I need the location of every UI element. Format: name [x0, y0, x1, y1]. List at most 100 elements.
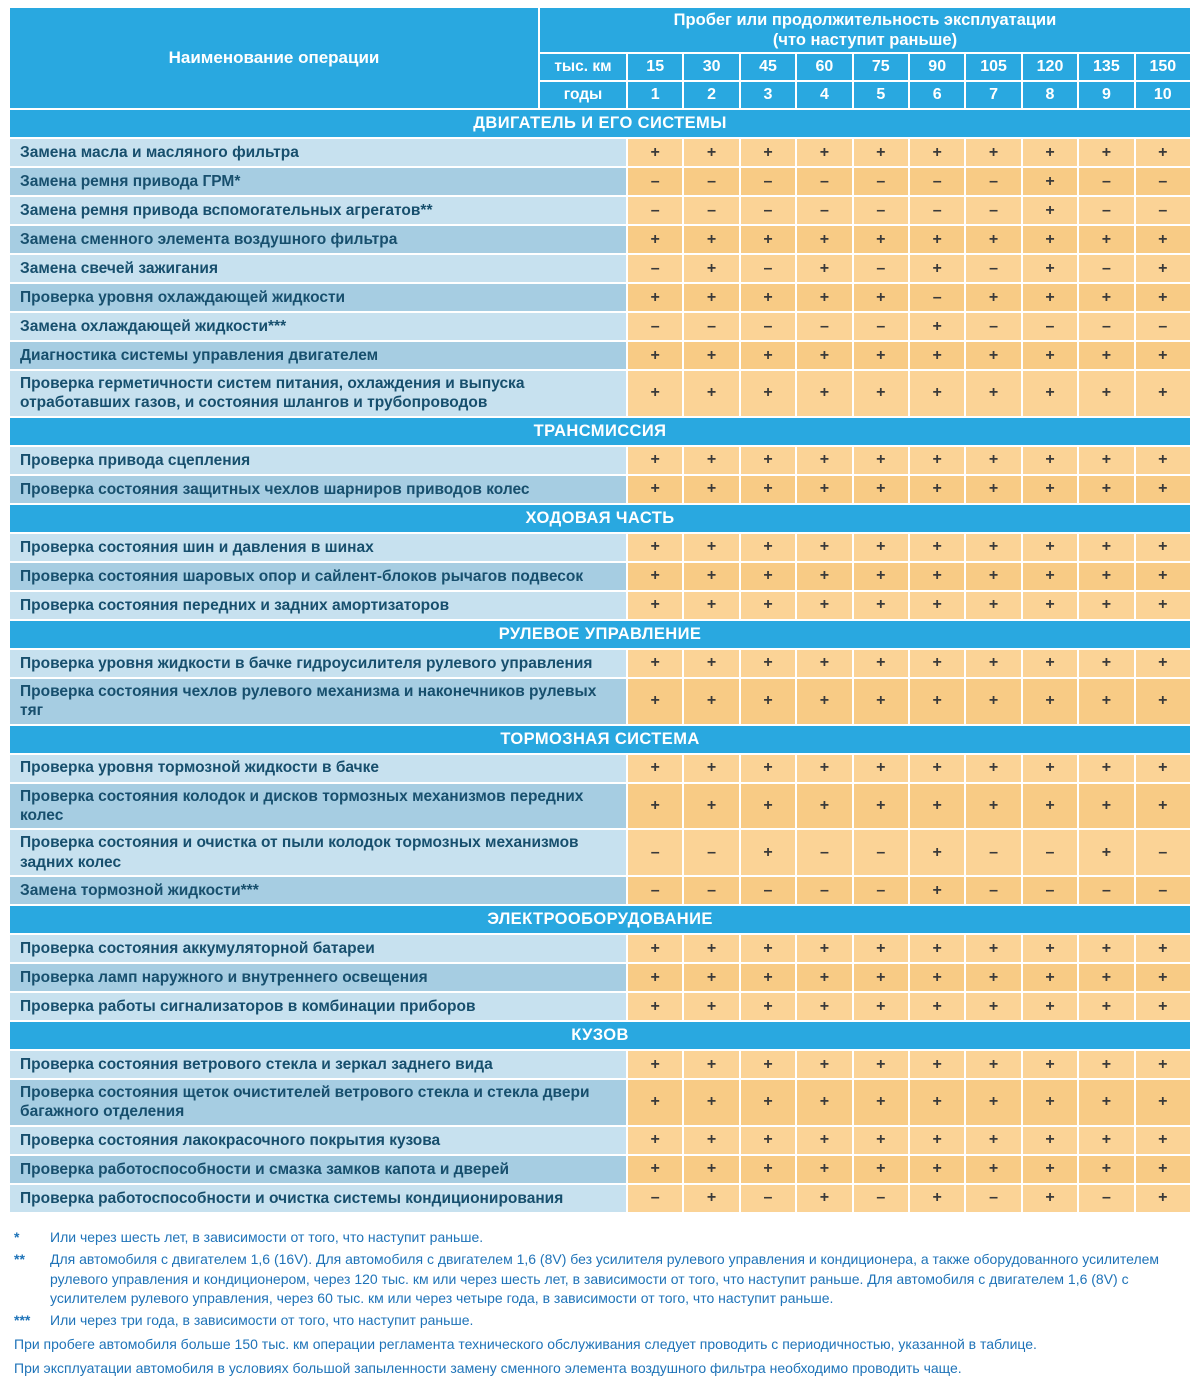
mark-cell: + [1079, 649, 1134, 677]
mark-cell: + [628, 1126, 683, 1154]
mark-cell: + [910, 313, 965, 340]
mark-cell: + [797, 935, 852, 962]
mark-cell: + [910, 993, 965, 1020]
mark-cell: + [628, 754, 683, 782]
mark-cell: + [1022, 197, 1078, 224]
mark-cell: + [853, 226, 908, 253]
mark-cell: – [1022, 313, 1078, 340]
mark-cell: + [740, 1051, 796, 1078]
mark-cell: + [966, 342, 1021, 369]
mark-cell: + [1079, 342, 1134, 369]
mark-cell: + [628, 993, 683, 1020]
mark-cell: + [910, 533, 965, 561]
mark-cell: + [910, 226, 965, 253]
mark-cell: + [1022, 591, 1078, 619]
mark-cell: + [1079, 935, 1134, 962]
mark-cell: – [966, 197, 1021, 224]
mark-cell: + [1135, 1155, 1190, 1183]
mark-cell: – [1079, 877, 1134, 904]
operation-cell: Замена тормозной жидкости*** [10, 877, 626, 904]
mark-cell: – [853, 255, 908, 282]
mark-cell: + [853, 562, 908, 590]
mark-cell: + [1135, 226, 1190, 253]
mark-cell: + [1022, 342, 1078, 369]
mark-cell: + [853, 1126, 908, 1154]
mark-cell: + [684, 139, 739, 166]
mark-cell: + [1135, 1051, 1190, 1078]
mark-cell: – [797, 877, 852, 904]
km-value: 75 [853, 54, 908, 80]
mark-cell: + [1022, 226, 1078, 253]
mark-cell: + [1079, 284, 1134, 311]
mark-cell: + [797, 255, 852, 282]
mark-cell: – [966, 877, 1021, 904]
mark-cell: – [740, 1184, 796, 1212]
mark-cell: + [910, 371, 965, 416]
mark-cell: + [797, 139, 852, 166]
mark-cell: + [628, 342, 683, 369]
operation-cell: Замена масла и масляного фильтра [10, 139, 626, 166]
mark-cell: – [966, 1184, 1021, 1212]
year-value: 4 [797, 82, 852, 108]
mark-cell: + [684, 649, 739, 677]
mark-cell: + [1135, 475, 1190, 503]
mark-cell: + [684, 475, 739, 503]
mark-cell: + [853, 139, 908, 166]
mark-cell: – [1022, 830, 1078, 875]
mark-cell: + [684, 1155, 739, 1183]
section-header: ЭЛЕКТРООБОРУДОВАНИЕ [10, 906, 1190, 933]
mark-cell: + [628, 1155, 683, 1183]
mark-cell: – [628, 830, 683, 875]
mark-cell: + [628, 935, 683, 962]
mark-cell: + [1135, 371, 1190, 416]
mark-cell: + [628, 475, 683, 503]
mark-cell: + [966, 1126, 1021, 1154]
mark-cell: + [740, 678, 796, 724]
mark-cell: + [1079, 783, 1134, 829]
mark-cell: + [853, 591, 908, 619]
mark-cell: – [628, 197, 683, 224]
interval-header: Пробег или продолжительность эксплуатаци… [540, 8, 1190, 52]
mark-cell: – [1079, 168, 1134, 195]
mark-cell: – [853, 313, 908, 340]
mark-cell: + [1022, 783, 1078, 829]
mark-cell: + [740, 591, 796, 619]
mark-cell: + [966, 284, 1021, 311]
mark-cell: + [1079, 754, 1134, 782]
operation-cell: Проверка уровня тормозной жидкости в бач… [10, 754, 626, 782]
mark-cell: + [1135, 678, 1190, 724]
mark-cell: + [1079, 1126, 1134, 1154]
mark-cell: – [628, 313, 683, 340]
mark-cell: + [740, 1080, 796, 1125]
mark-cell: + [1135, 591, 1190, 619]
operation-cell: Проверка состояния шин и давления в шина… [10, 533, 626, 561]
mark-cell: + [966, 371, 1021, 416]
note-paragraph: При пробеге автомобиля больше 150 тыс. к… [14, 1336, 1037, 1353]
mark-cell: + [797, 678, 852, 724]
mark-cell: + [1022, 562, 1078, 590]
mark-cell: + [853, 935, 908, 962]
mark-cell: + [1135, 533, 1190, 561]
operation-cell: Проверка ламп наружного и внутреннего ос… [10, 964, 626, 991]
mark-cell: + [853, 446, 908, 474]
maintenance-table: Наименование операции Пробег или продолж… [10, 8, 1190, 1212]
mark-cell: + [1079, 591, 1134, 619]
km-value: 120 [1022, 54, 1078, 80]
mark-cell: + [628, 649, 683, 677]
section-header: ТРАНСМИССИЯ [10, 417, 1190, 445]
mark-cell: + [628, 1051, 683, 1078]
mark-cell: + [966, 649, 1021, 677]
mark-cell: – [684, 197, 739, 224]
mark-cell: + [684, 1051, 739, 1078]
mark-cell: + [853, 1155, 908, 1183]
operation-cell: Проверка уровня охлаждающей жидкости [10, 284, 626, 311]
mark-cell: + [853, 533, 908, 561]
mark-cell: + [1022, 754, 1078, 782]
mark-cell: + [1079, 475, 1134, 503]
mark-cell: + [1135, 993, 1190, 1020]
mark-cell: – [910, 168, 965, 195]
mark-cell: – [740, 313, 796, 340]
operation-cell: Проверка привода сцепления [10, 446, 626, 474]
mark-cell: + [628, 783, 683, 829]
mark-cell: + [966, 678, 1021, 724]
